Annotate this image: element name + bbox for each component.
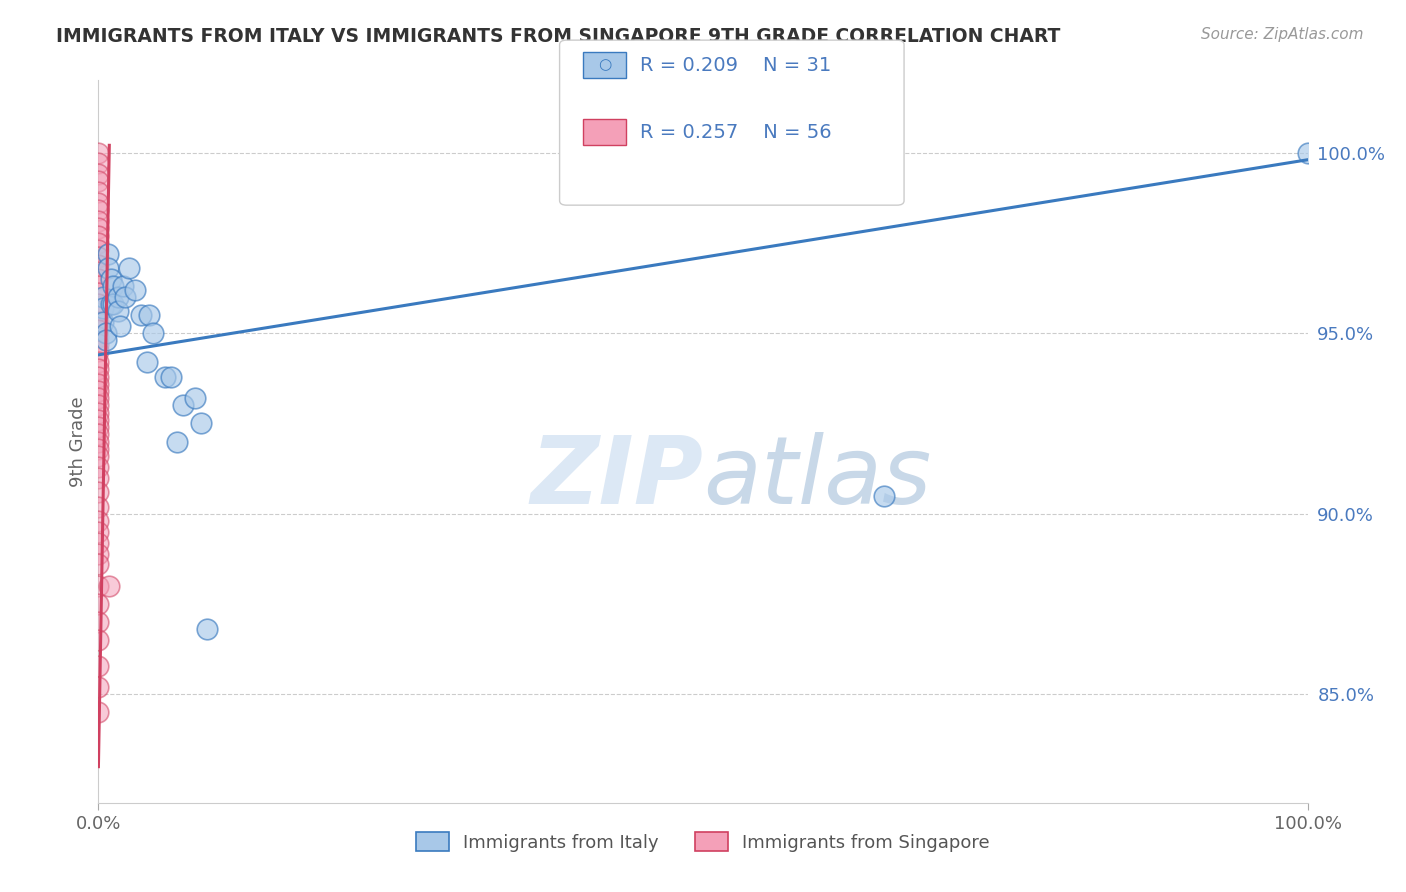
- Point: [87, 434, 110, 449]
- Point: [87, 597, 110, 611]
- Point: [87, 615, 110, 630]
- Point: [87, 279, 110, 293]
- Point: [166, 434, 188, 449]
- Point: [87, 558, 110, 572]
- Point: [87, 221, 110, 235]
- Point: [138, 308, 160, 322]
- Text: R = 0.257    N = 56: R = 0.257 N = 56: [640, 122, 831, 142]
- Text: ○: ○: [598, 58, 612, 72]
- Text: R = 0.209    N = 31: R = 0.209 N = 31: [640, 55, 831, 75]
- Point: [87, 330, 110, 344]
- Point: [87, 376, 110, 391]
- Point: [87, 214, 110, 228]
- Point: [87, 304, 110, 318]
- Point: [87, 203, 110, 218]
- Point: [873, 489, 896, 503]
- Text: IMMIGRANTS FROM ITALY VS IMMIGRANTS FROM SINGAPORE 9TH GRADE CORRELATION CHART: IMMIGRANTS FROM ITALY VS IMMIGRANTS FROM…: [56, 27, 1060, 45]
- Point: [87, 369, 110, 384]
- Point: [87, 391, 110, 405]
- Point: [87, 442, 110, 456]
- Point: [87, 228, 110, 243]
- Point: [87, 286, 110, 301]
- Point: [87, 449, 110, 463]
- Legend: Immigrants from Italy, Immigrants from Singapore: Immigrants from Italy, Immigrants from S…: [409, 825, 997, 859]
- Point: [91, 290, 114, 304]
- Point: [111, 279, 134, 293]
- Point: [87, 420, 110, 434]
- Point: [160, 369, 183, 384]
- Text: atlas: atlas: [703, 432, 931, 524]
- Point: [94, 334, 117, 348]
- Point: [87, 680, 110, 694]
- Point: [107, 304, 129, 318]
- Point: [135, 355, 157, 369]
- Point: [153, 369, 176, 384]
- Point: [87, 315, 110, 329]
- Point: [87, 459, 110, 474]
- Point: [172, 398, 194, 412]
- Point: [108, 318, 131, 333]
- Point: [114, 290, 136, 304]
- Point: [97, 261, 120, 276]
- Point: [100, 297, 122, 311]
- Point: [91, 301, 114, 315]
- Point: [87, 398, 110, 412]
- Point: [101, 297, 124, 311]
- Point: [124, 283, 146, 297]
- Point: [87, 384, 110, 398]
- Point: [91, 315, 114, 329]
- Point: [87, 337, 110, 351]
- Point: [101, 279, 124, 293]
- Point: [195, 623, 218, 637]
- Text: ZIP: ZIP: [530, 432, 703, 524]
- Point: [87, 485, 110, 500]
- Point: [87, 514, 110, 528]
- Point: [107, 290, 129, 304]
- Point: [129, 308, 152, 322]
- Point: [87, 406, 110, 420]
- Point: [87, 145, 110, 160]
- Text: Source: ZipAtlas.com: Source: ZipAtlas.com: [1201, 27, 1364, 42]
- Y-axis label: 9th Grade: 9th Grade: [69, 396, 87, 487]
- Point: [87, 167, 110, 181]
- Point: [87, 265, 110, 279]
- Point: [87, 355, 110, 369]
- Point: [87, 471, 110, 485]
- Point: [100, 272, 122, 286]
- Point: [1296, 145, 1319, 160]
- Point: [87, 258, 110, 272]
- Point: [87, 196, 110, 211]
- Point: [87, 272, 110, 286]
- Point: [87, 535, 110, 549]
- Point: [142, 326, 165, 341]
- Point: [87, 413, 110, 427]
- Point: [87, 235, 110, 250]
- Point: [87, 250, 110, 264]
- Point: [87, 174, 110, 188]
- Point: [87, 547, 110, 561]
- Point: [87, 243, 110, 257]
- Point: [87, 156, 110, 170]
- Point: [87, 344, 110, 359]
- Point: [87, 322, 110, 336]
- Point: [87, 524, 110, 539]
- Point: [87, 633, 110, 648]
- Point: [94, 326, 117, 341]
- Point: [87, 297, 110, 311]
- Point: [87, 706, 110, 720]
- Point: [87, 186, 110, 200]
- Point: [87, 362, 110, 376]
- Point: [87, 427, 110, 442]
- Point: [98, 579, 121, 593]
- Point: [87, 500, 110, 514]
- Point: [87, 579, 110, 593]
- Point: [190, 417, 212, 431]
- Point: [87, 658, 110, 673]
- Point: [184, 391, 207, 405]
- Point: [97, 246, 120, 260]
- Point: [118, 261, 141, 276]
